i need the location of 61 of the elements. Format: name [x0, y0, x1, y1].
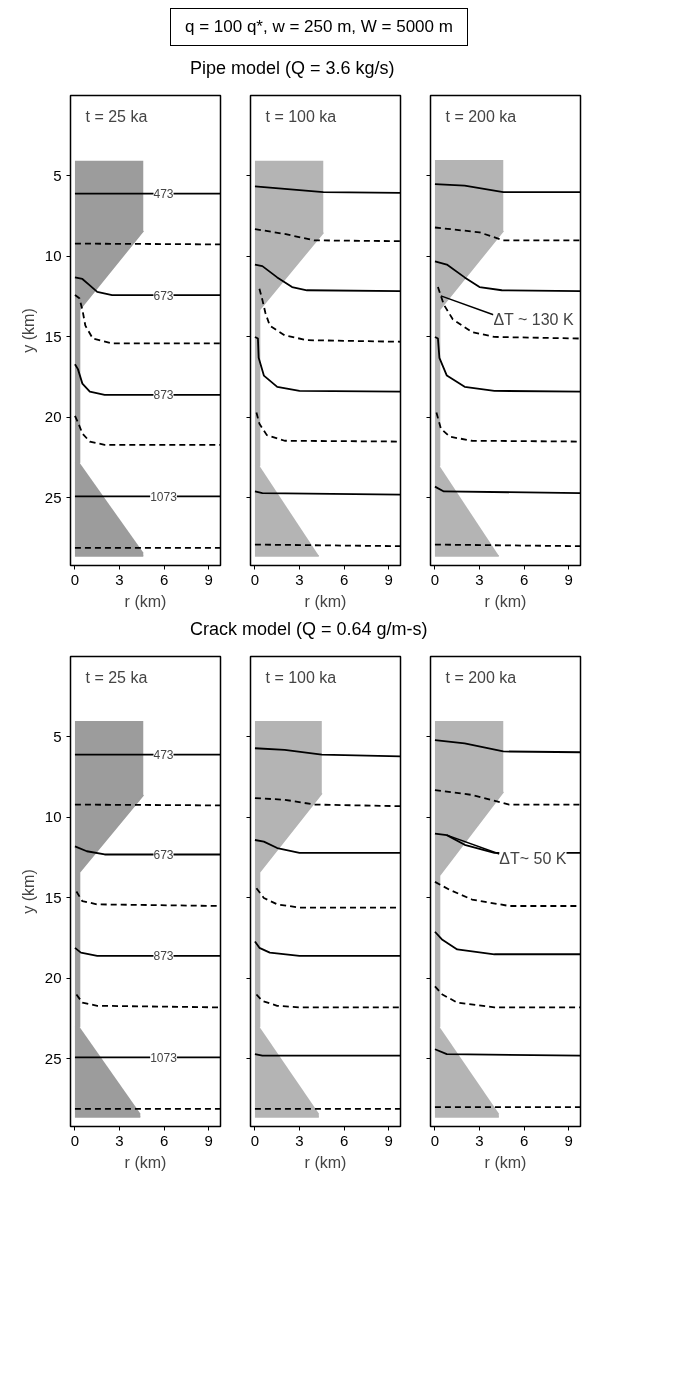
- series-label: 473: [153, 747, 174, 762]
- x-tick-label: 0: [430, 1131, 440, 1149]
- x-axis-title: r (km): [124, 1153, 167, 1171]
- x-tick-label: 6: [519, 570, 529, 588]
- x-tick-label: 3: [475, 570, 484, 588]
- x-tick-label: 6: [339, 570, 349, 588]
- x-axis-title: r (km): [484, 592, 527, 610]
- x-tick-label: 0: [250, 1131, 260, 1149]
- annotation: t = 100 ka: [265, 668, 337, 686]
- series-label: 873: [153, 949, 174, 964]
- x-tick-label: 9: [204, 1131, 213, 1149]
- series-label: 673: [153, 288, 174, 303]
- y-tick-label: 15: [44, 888, 62, 906]
- x-tick-label: 9: [564, 570, 573, 588]
- annotation: t = 200 ka: [445, 108, 517, 126]
- series-label: 473: [153, 187, 174, 202]
- series-label: 873: [153, 388, 174, 403]
- chart-subtitle: Pipe model (Q = 3.6 kg/s): [190, 57, 395, 81]
- y-tick-label: 15: [44, 327, 62, 345]
- x-axis-title: r (km): [304, 1153, 347, 1171]
- annotation: t = 25 ka: [85, 668, 148, 686]
- series-label: 1073: [150, 489, 178, 504]
- x-tick-label: 3: [115, 1131, 124, 1149]
- x-tick-label: 9: [564, 1131, 573, 1149]
- x-axis-title: r (km): [484, 1153, 527, 1171]
- y-tick-label: 25: [44, 488, 62, 506]
- x-axis-title: r (km): [304, 592, 347, 610]
- x-tick-label: 0: [250, 570, 260, 588]
- x-tick-label: 6: [339, 1131, 349, 1149]
- x-tick-label: 3: [295, 1131, 304, 1149]
- x-tick-label: 3: [475, 1131, 484, 1149]
- y-tick-label: 10: [44, 808, 62, 826]
- y-tick-label: 5: [53, 166, 62, 184]
- x-tick-label: 6: [159, 1131, 169, 1149]
- y-tick-label: 20: [44, 969, 62, 987]
- annotation: t = 100 ka: [265, 108, 337, 126]
- x-tick-label: 0: [430, 570, 440, 588]
- x-tick-label: 0: [70, 570, 80, 588]
- x-tick-label: 9: [204, 570, 213, 588]
- y-axis-title: y (km): [19, 308, 37, 353]
- annotation: t = 25 ka: [85, 108, 148, 126]
- y-tick-label: 10: [44, 247, 62, 265]
- x-tick-label: 0: [70, 1131, 80, 1149]
- x-tick-label: 3: [295, 570, 304, 588]
- series-label: 673: [153, 847, 174, 862]
- x-tick-label: 6: [159, 570, 169, 588]
- series-label: 1073: [150, 1050, 178, 1065]
- x-tick-label: 9: [384, 570, 393, 588]
- annotation: t = 200 ka: [445, 668, 517, 686]
- x-tick-label: 3: [115, 570, 124, 588]
- x-axis-title: r (km): [124, 592, 167, 610]
- chart-title: q = 100 q*, w = 250 m, W = 5000 m: [170, 8, 468, 47]
- y-axis-title: y (km): [19, 868, 37, 914]
- y-tick-label: 20: [44, 408, 62, 426]
- annotation: ΔT~ 50 K: [499, 849, 567, 867]
- y-tick-label: 5: [53, 727, 62, 745]
- annotation: ΔT ~ 130 K: [493, 310, 574, 328]
- x-tick-label: 6: [519, 1131, 529, 1149]
- y-tick-label: 25: [44, 1049, 62, 1067]
- chart-subtitle: Crack model (Q = 0.64 g/m-s): [190, 618, 428, 641]
- x-tick-label: 9: [384, 1131, 393, 1149]
